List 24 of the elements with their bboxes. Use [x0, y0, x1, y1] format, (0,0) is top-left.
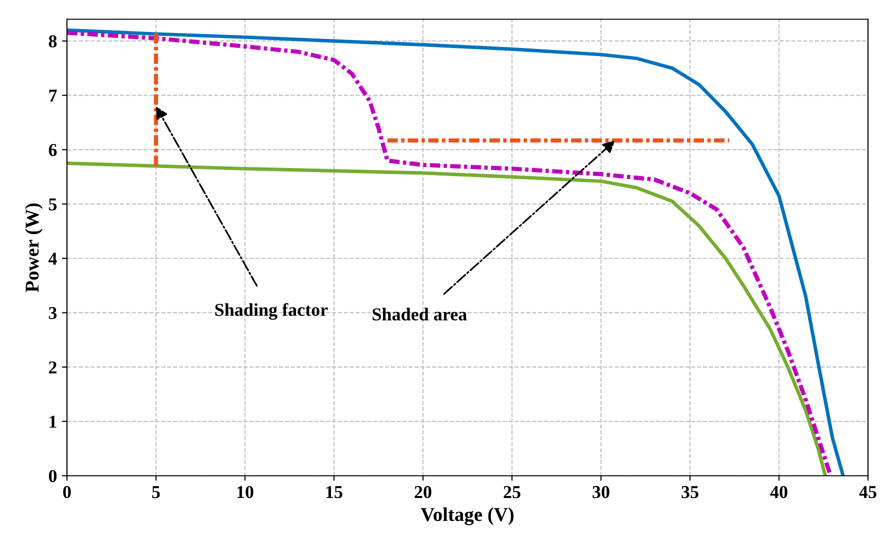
y-tick-label: 0	[48, 470, 57, 482]
y-tick-label: 7	[49, 90, 57, 102]
x-axis-title: Voltage (V)	[420, 507, 514, 526]
y-tick-label: 3	[48, 307, 57, 320]
x-tick-label: 30	[592, 486, 610, 498]
y-tick-label: 5	[48, 198, 57, 210]
y-tick-label: 4	[48, 252, 57, 265]
x-tick-label: 35	[682, 486, 698, 498]
x-tick-label: 10	[237, 486, 254, 498]
x-tick-label: 20	[414, 486, 432, 498]
y-tick-label: 2	[48, 361, 56, 374]
y-tick-label: 8	[48, 35, 57, 48]
y-tick-label: 1	[50, 416, 56, 428]
annotation: Shading factor	[215, 303, 328, 320]
x-tick-label: 40	[770, 486, 788, 498]
x-tick-label: 25	[504, 486, 520, 498]
x-tick-label: 0	[63, 486, 71, 498]
y-tick-label: 6	[48, 144, 57, 156]
y-axis-title: Power (W)	[25, 203, 43, 292]
x-tick-label: 45	[859, 486, 876, 498]
x-tick-label: 5	[152, 486, 160, 498]
x-tick-label: 15	[326, 486, 342, 498]
annotation: Shaded area	[372, 308, 467, 320]
line-series	[66, 162, 828, 476]
